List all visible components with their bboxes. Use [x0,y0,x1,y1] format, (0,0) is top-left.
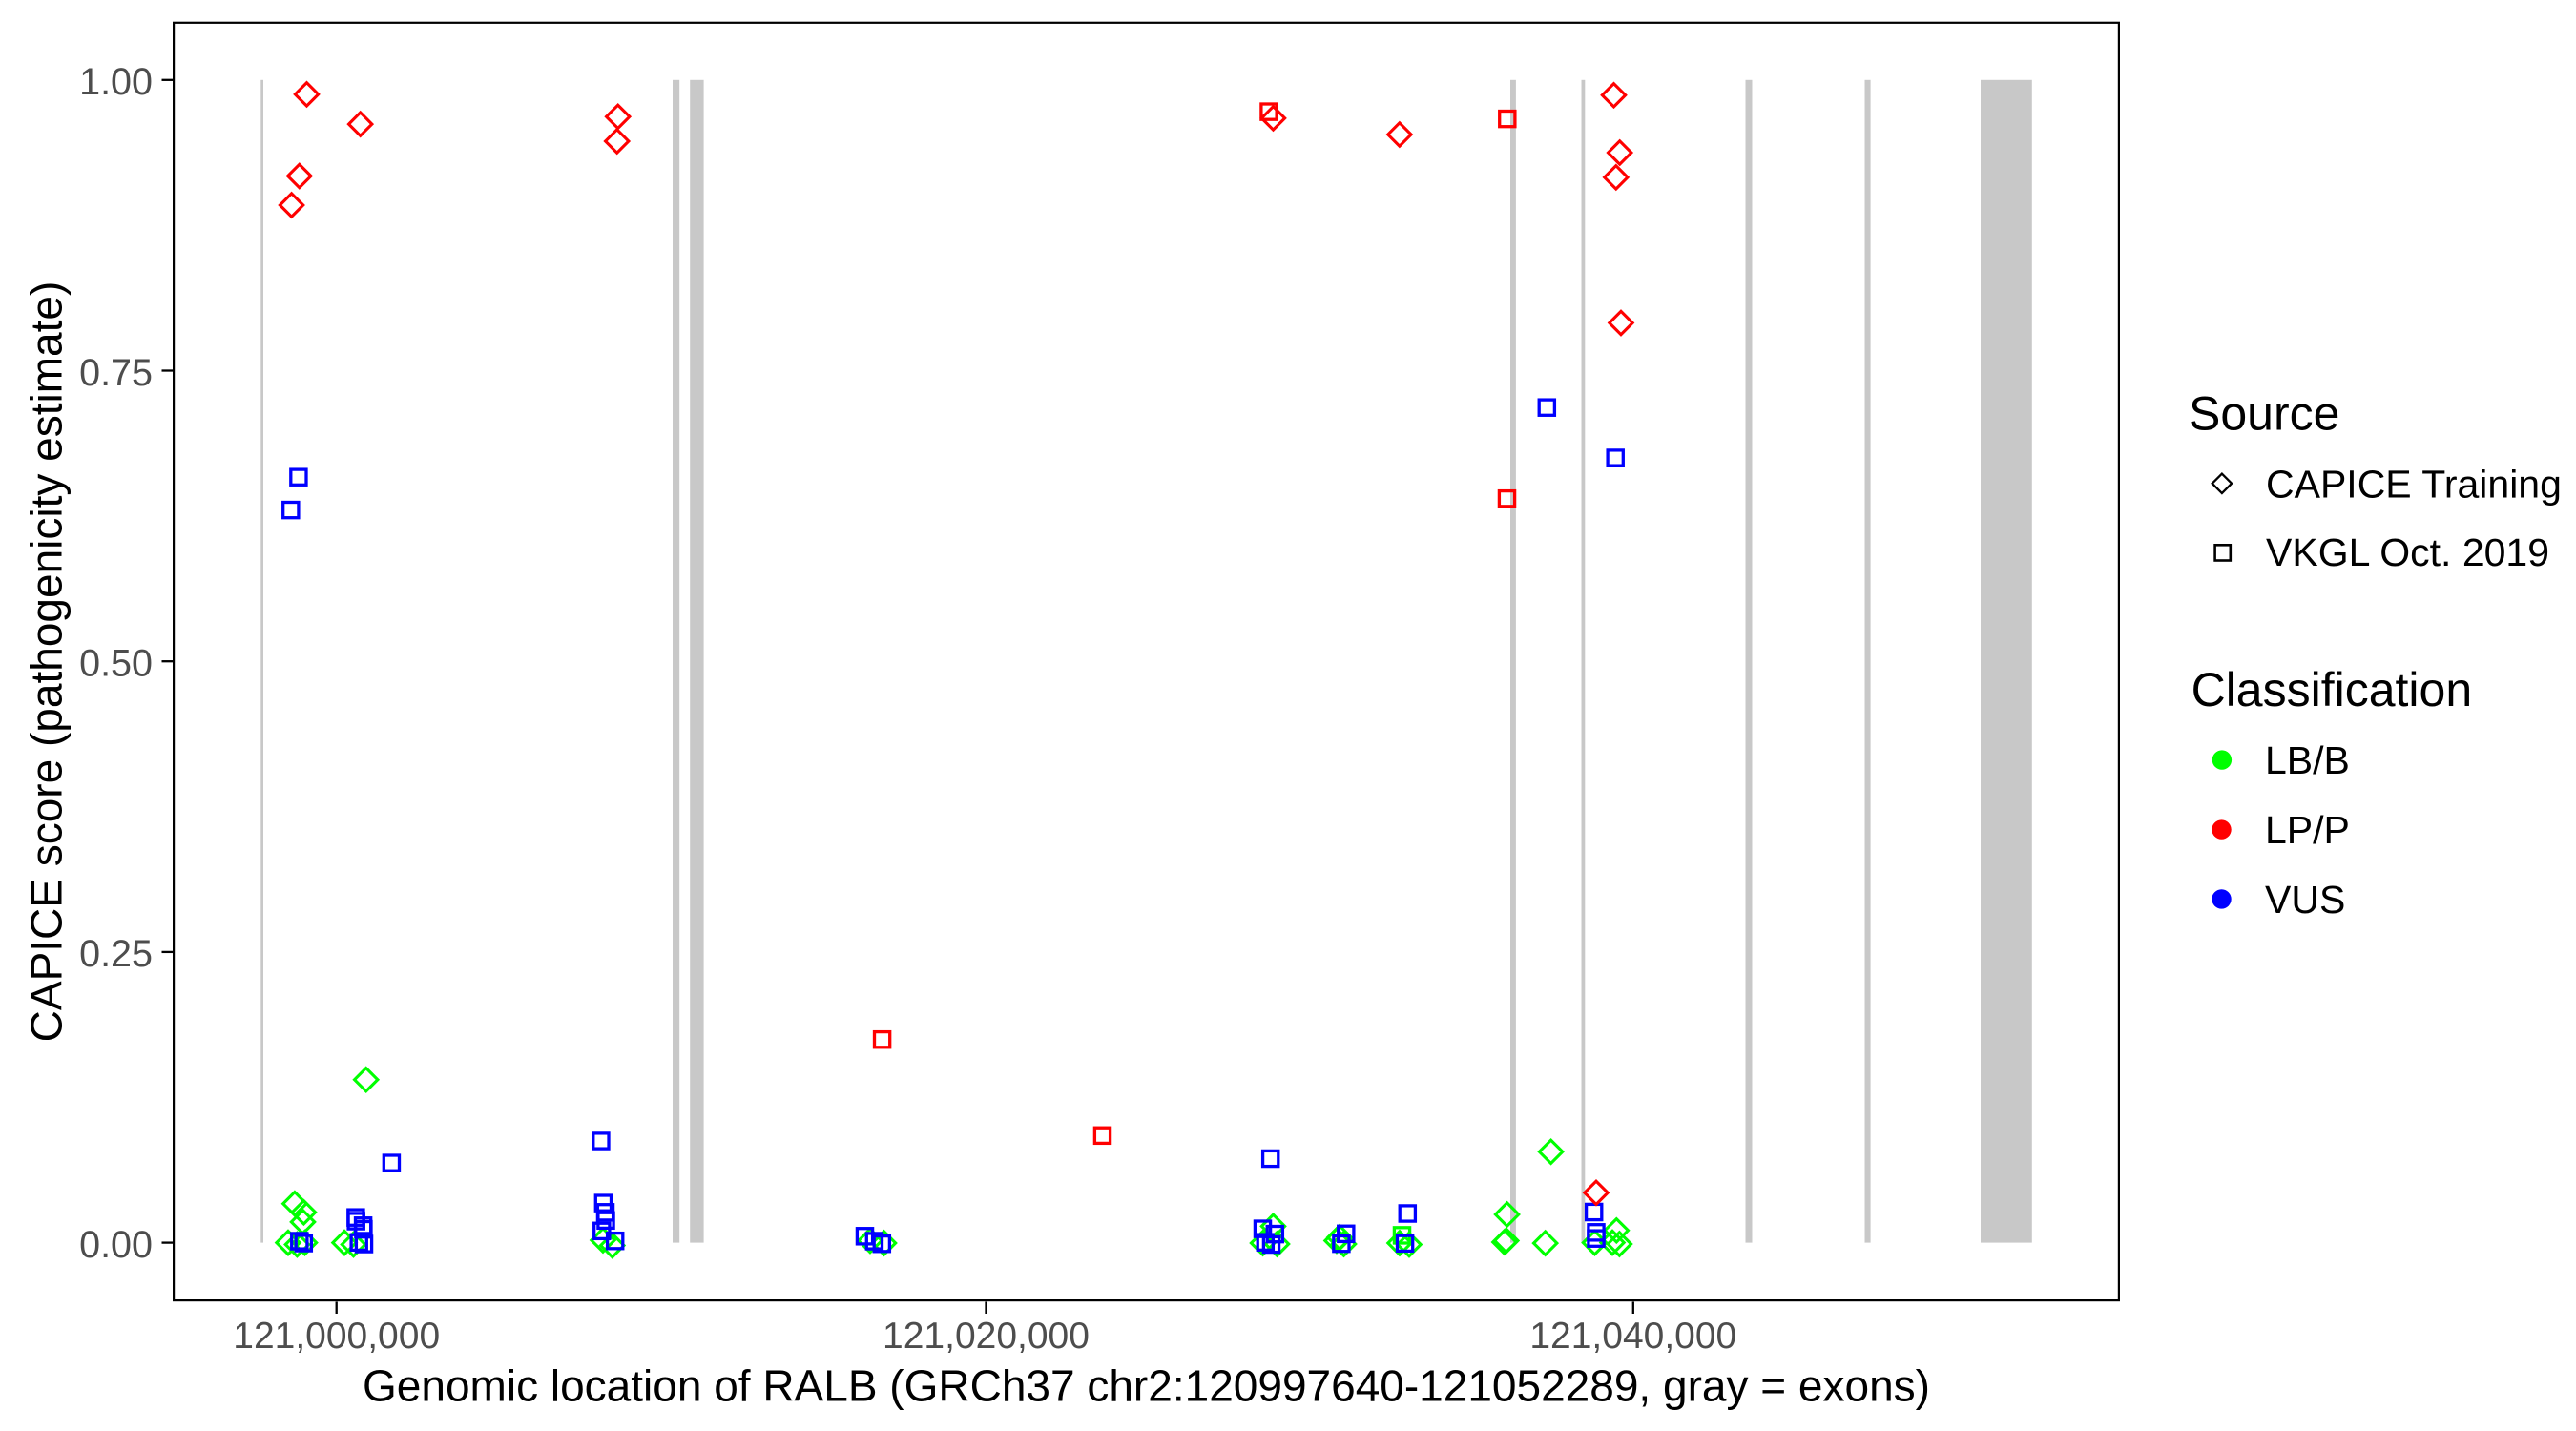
svg-text:121,000,000: 121,000,000 [233,1316,440,1357]
svg-text:0.25: 0.25 [79,933,153,975]
svg-text:LB/B: LB/B [2265,738,2350,782]
svg-text:0.50: 0.50 [79,643,153,685]
svg-text:1.00: 1.00 [79,61,153,103]
svg-text:Source: Source [2189,387,2339,441]
svg-text:0.00: 0.00 [79,1224,153,1266]
svg-text:CAPICE Training: CAPICE Training [2266,463,2562,507]
svg-text:121,020,000: 121,020,000 [883,1316,1090,1357]
svg-text:121,040,000: 121,040,000 [1529,1316,1736,1357]
svg-text:CAPICE score (pathogenicity es: CAPICE score (pathogenicity estimate) [22,281,72,1043]
svg-text:Classification: Classification [2192,663,2473,716]
svg-text:LP/P: LP/P [2265,808,2350,852]
svg-text:VKGL Oct. 2019: VKGL Oct. 2019 [2266,530,2549,574]
svg-text:VUS: VUS [2265,878,2345,922]
svg-text:0.75: 0.75 [79,352,153,394]
svg-text:Genomic location of RALB (GRCh: Genomic location of RALB (GRCh37 chr2:12… [363,1361,1930,1411]
